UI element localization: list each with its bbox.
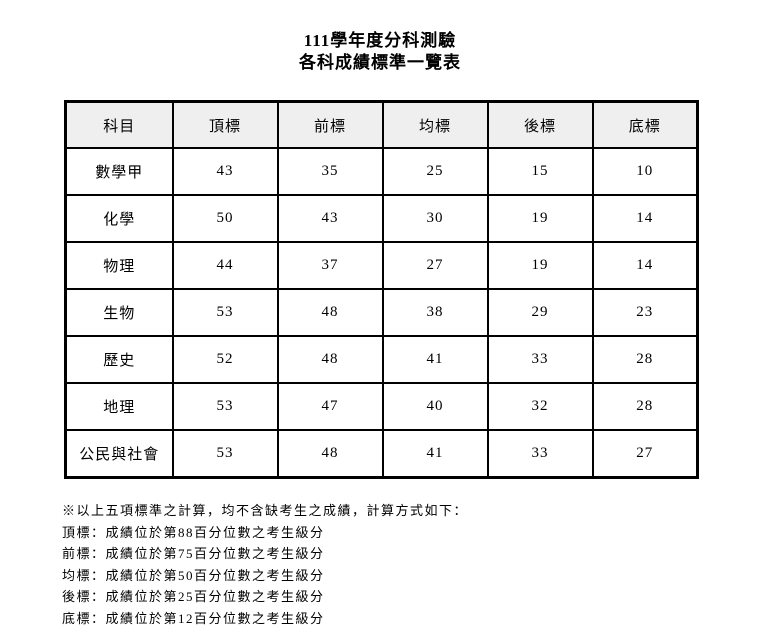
score-cell: 40 bbox=[381, 382, 489, 431]
score-cell: 53 bbox=[171, 429, 279, 479]
score-cell: 32 bbox=[486, 382, 594, 431]
subject-cell: 化學 bbox=[64, 194, 174, 243]
score-cell: 10 bbox=[591, 147, 699, 196]
subject-cell: 地理 bbox=[64, 382, 174, 431]
footnote-line: ※以上五項標準之計算，均不含缺考生之成績，計算方式如下： bbox=[62, 503, 469, 518]
score-cell: 27 bbox=[381, 241, 489, 290]
score-cell: 38 bbox=[381, 288, 489, 337]
score-cell: 33 bbox=[486, 335, 594, 384]
score-cell: 28 bbox=[591, 382, 699, 431]
score-cell: 33 bbox=[486, 429, 594, 479]
score-cell: 19 bbox=[486, 194, 594, 243]
column-header-top: 頂標 bbox=[171, 100, 279, 149]
column-header-mean: 均標 bbox=[381, 100, 489, 149]
score-cell: 43 bbox=[276, 194, 384, 243]
column-header-subject: 科目 bbox=[64, 100, 174, 149]
score-cell: 48 bbox=[276, 288, 384, 337]
footnote-line: 均標：成績位於第50百分位數之考生級分 bbox=[62, 567, 325, 583]
subject-cell: 公民與社會 bbox=[64, 429, 174, 479]
score-cell: 50 bbox=[171, 194, 279, 243]
footnote-line: 後標：成績位於第25百分位數之考生級分 bbox=[62, 589, 325, 604]
score-cell: 53 bbox=[171, 288, 279, 337]
subject-cell: 數學甲 bbox=[64, 147, 174, 196]
score-cell: 37 bbox=[276, 241, 384, 290]
column-header-bottom: 底標 bbox=[591, 100, 699, 149]
score-cell: 19 bbox=[486, 241, 594, 290]
footnotes: ※以上五項標準之計算，均不含缺考生之成績，計算方式如下： 頂標：成績位於第88百… bbox=[62, 500, 760, 629]
score-cell: 27 bbox=[591, 429, 699, 479]
footnote-line: 頂標：成績位於第88百分位數之考生級分 bbox=[62, 524, 325, 540]
score-cell: 43 bbox=[171, 147, 279, 196]
column-header-back: 後標 bbox=[486, 100, 594, 149]
score-cell: 29 bbox=[486, 288, 594, 337]
score-cell: 48 bbox=[276, 429, 384, 479]
subject-cell: 歷史 bbox=[64, 335, 174, 384]
footnote-line: 前標：成績位於第75百分位數之考生級分 bbox=[62, 546, 325, 561]
score-cell: 35 bbox=[276, 147, 384, 196]
table-row: 化學 50 43 30 19 14 bbox=[64, 194, 699, 243]
document-title: 111學年度分科測驗 bbox=[303, 31, 457, 50]
score-cell: 14 bbox=[591, 241, 699, 290]
document-subtitle: 各科成績標準一覽表 bbox=[299, 53, 461, 72]
score-cell: 23 bbox=[591, 288, 699, 337]
title-block: 111學年度分科測驗 各科成績標準一覽表 bbox=[0, 0, 760, 74]
score-cell: 48 bbox=[276, 335, 384, 384]
table-row: 公民與社會 53 48 41 33 27 bbox=[64, 429, 699, 479]
score-cell: 14 bbox=[591, 194, 699, 243]
score-cell: 44 bbox=[171, 241, 279, 290]
score-cell: 41 bbox=[381, 429, 489, 479]
score-standards-table: 科目 頂標 前標 均標 後標 底標 數學甲 43 35 25 15 10 化學 … bbox=[64, 100, 699, 479]
score-cell: 52 bbox=[171, 335, 279, 384]
table-row: 地理 53 47 40 32 28 bbox=[64, 382, 699, 431]
subject-cell: 生物 bbox=[64, 288, 174, 337]
score-cell: 53 bbox=[171, 382, 279, 431]
score-cell: 25 bbox=[381, 147, 489, 196]
column-header-front: 前標 bbox=[276, 100, 384, 149]
score-cell: 28 bbox=[591, 335, 699, 384]
subject-cell: 物理 bbox=[64, 241, 174, 290]
score-cell: 15 bbox=[486, 147, 594, 196]
header-row: 科目 頂標 前標 均標 後標 底標 bbox=[64, 100, 699, 149]
footnote-line: 底標：成績位於第12百分位數之考生級分 bbox=[62, 610, 325, 626]
table-row: 物理 44 37 27 19 14 bbox=[64, 241, 699, 290]
score-cell: 30 bbox=[381, 194, 489, 243]
table-row: 數學甲 43 35 25 15 10 bbox=[64, 147, 699, 196]
score-cell: 47 bbox=[276, 382, 384, 431]
score-cell: 41 bbox=[381, 335, 489, 384]
table-row: 生物 53 48 38 29 23 bbox=[64, 288, 699, 337]
table-row: 歷史 52 48 41 33 28 bbox=[64, 335, 699, 384]
